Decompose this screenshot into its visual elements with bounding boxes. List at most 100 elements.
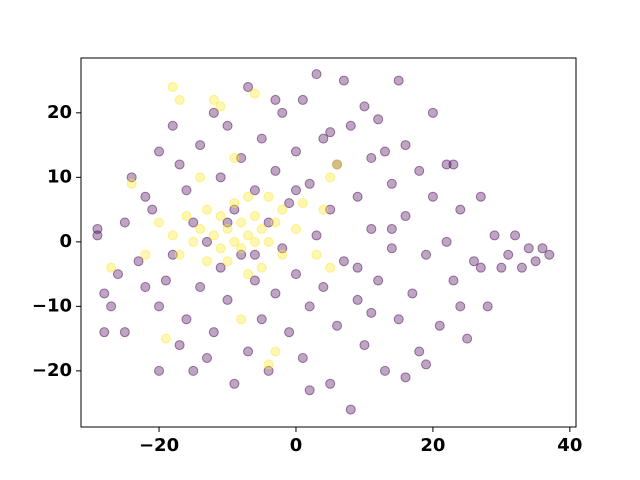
point: [215, 211, 226, 222]
point: [393, 75, 404, 86]
point: [256, 223, 267, 234]
point: [208, 230, 219, 241]
point: [407, 288, 418, 299]
point: [229, 236, 240, 247]
point: [318, 204, 329, 215]
point: [277, 204, 288, 215]
point: [119, 217, 130, 228]
point: [537, 243, 548, 254]
point: [427, 107, 438, 118]
point: [106, 262, 117, 273]
point: [208, 94, 219, 105]
point: [290, 269, 301, 280]
point: [270, 346, 281, 357]
point: [140, 249, 151, 260]
point: [99, 327, 110, 338]
point: [236, 152, 247, 163]
y-tick-label: 0: [59, 231, 72, 252]
point: [516, 262, 527, 273]
point: [277, 249, 288, 260]
point: [154, 146, 165, 157]
point: [215, 243, 226, 254]
point: [154, 365, 165, 376]
point: [249, 185, 260, 196]
point: [229, 378, 240, 389]
point: [270, 165, 281, 176]
point: [181, 211, 192, 222]
point: [379, 146, 390, 157]
point: [290, 146, 301, 157]
point: [140, 282, 151, 293]
y-tick-label: 10: [47, 166, 72, 187]
point: [544, 249, 555, 260]
point: [188, 365, 199, 376]
point: [366, 152, 377, 163]
point: [147, 204, 158, 215]
point: [195, 172, 206, 183]
point: [297, 352, 308, 363]
point: [222, 223, 233, 234]
point: [366, 307, 377, 318]
point: [338, 256, 349, 267]
point: [243, 191, 254, 202]
point: [188, 217, 199, 228]
point: [167, 82, 178, 93]
point: [174, 159, 185, 170]
point: [140, 191, 151, 202]
point: [352, 294, 363, 305]
point: [201, 236, 212, 247]
point: [208, 107, 219, 118]
point: [448, 275, 459, 286]
point: [311, 249, 322, 260]
point: [503, 249, 514, 260]
point: [386, 178, 397, 189]
point: [160, 333, 171, 344]
point: [208, 327, 219, 338]
point: [421, 359, 432, 370]
point: [229, 152, 240, 163]
x-tick-label: 40: [557, 435, 582, 456]
point: [249, 249, 260, 260]
point: [222, 294, 233, 305]
point: [400, 372, 411, 383]
point: [270, 217, 281, 228]
point: [496, 262, 507, 273]
point: [352, 262, 363, 273]
point: [325, 172, 336, 183]
point: [154, 301, 165, 312]
point: [201, 204, 212, 215]
y-tick-label: 20: [47, 102, 72, 123]
point: [441, 236, 452, 247]
point: [379, 365, 390, 376]
y-tick-label: −20: [32, 360, 72, 381]
point: [174, 249, 185, 260]
point: [304, 385, 315, 396]
point: [215, 172, 226, 183]
point: [325, 127, 336, 138]
point: [290, 185, 301, 196]
point: [427, 191, 438, 202]
point: [489, 230, 500, 241]
plot-frame: [80, 57, 577, 428]
point: [311, 230, 322, 241]
x-tick-label: 20: [420, 435, 445, 456]
point: [263, 236, 274, 247]
point: [167, 249, 178, 260]
point: [154, 217, 165, 228]
point: [236, 217, 247, 228]
point: [414, 165, 425, 176]
point: [229, 198, 240, 209]
point: [441, 159, 452, 170]
y-tick-label: −10: [32, 295, 72, 316]
point: [270, 288, 281, 299]
point: [249, 211, 260, 222]
point: [510, 230, 521, 241]
point: [201, 352, 212, 363]
point: [215, 262, 226, 273]
point: [99, 288, 110, 299]
point: [236, 314, 247, 325]
point: [188, 236, 199, 247]
point: [455, 204, 466, 215]
point: [195, 223, 206, 234]
